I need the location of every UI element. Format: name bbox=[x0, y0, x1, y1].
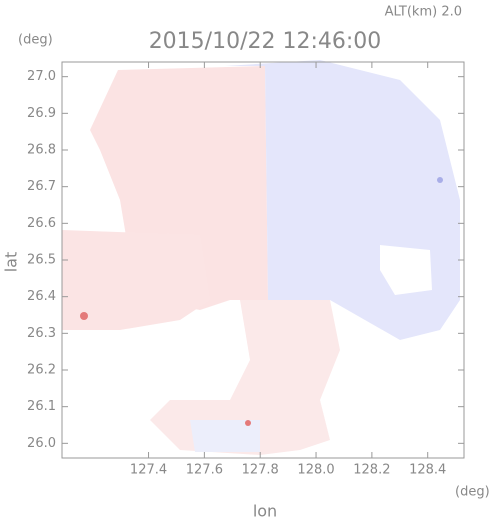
y-tick-label: 26.5 bbox=[27, 253, 56, 268]
y-tick-label: 26.9 bbox=[27, 106, 56, 121]
chart-title: 2015/10/22 12:46:00 bbox=[149, 29, 382, 54]
y-axis-label: lat bbox=[2, 252, 21, 273]
x-tick-label: 127.6 bbox=[186, 463, 223, 478]
y-tick-label: 26.6 bbox=[27, 216, 56, 231]
y-tick-label: 26.8 bbox=[27, 143, 56, 158]
y-unit: (deg) bbox=[18, 33, 53, 48]
x-tick-label: 128.2 bbox=[353, 463, 390, 478]
x-unit: (deg) bbox=[455, 485, 490, 500]
altitude-label: ALT(km) 2.0 bbox=[385, 5, 462, 20]
x-tick-label: 128.0 bbox=[297, 463, 334, 478]
x-axis-label: lon bbox=[253, 502, 277, 521]
y-tick-label: 26.1 bbox=[27, 399, 56, 414]
y-tick-label: 26.4 bbox=[27, 289, 56, 304]
y-tick-label: 26.7 bbox=[27, 179, 56, 194]
y-tick-label: 27.0 bbox=[27, 69, 56, 84]
x-tick-label: 127.4 bbox=[130, 463, 167, 478]
y-tick-label: 26.2 bbox=[27, 363, 56, 378]
y-tick-label: 26.0 bbox=[27, 436, 56, 451]
x-tick-label: 128.4 bbox=[409, 463, 446, 478]
radar-field bbox=[62, 60, 460, 455]
x-tick-label: 127.8 bbox=[242, 463, 279, 478]
y-tick-label: 26.3 bbox=[27, 326, 56, 341]
